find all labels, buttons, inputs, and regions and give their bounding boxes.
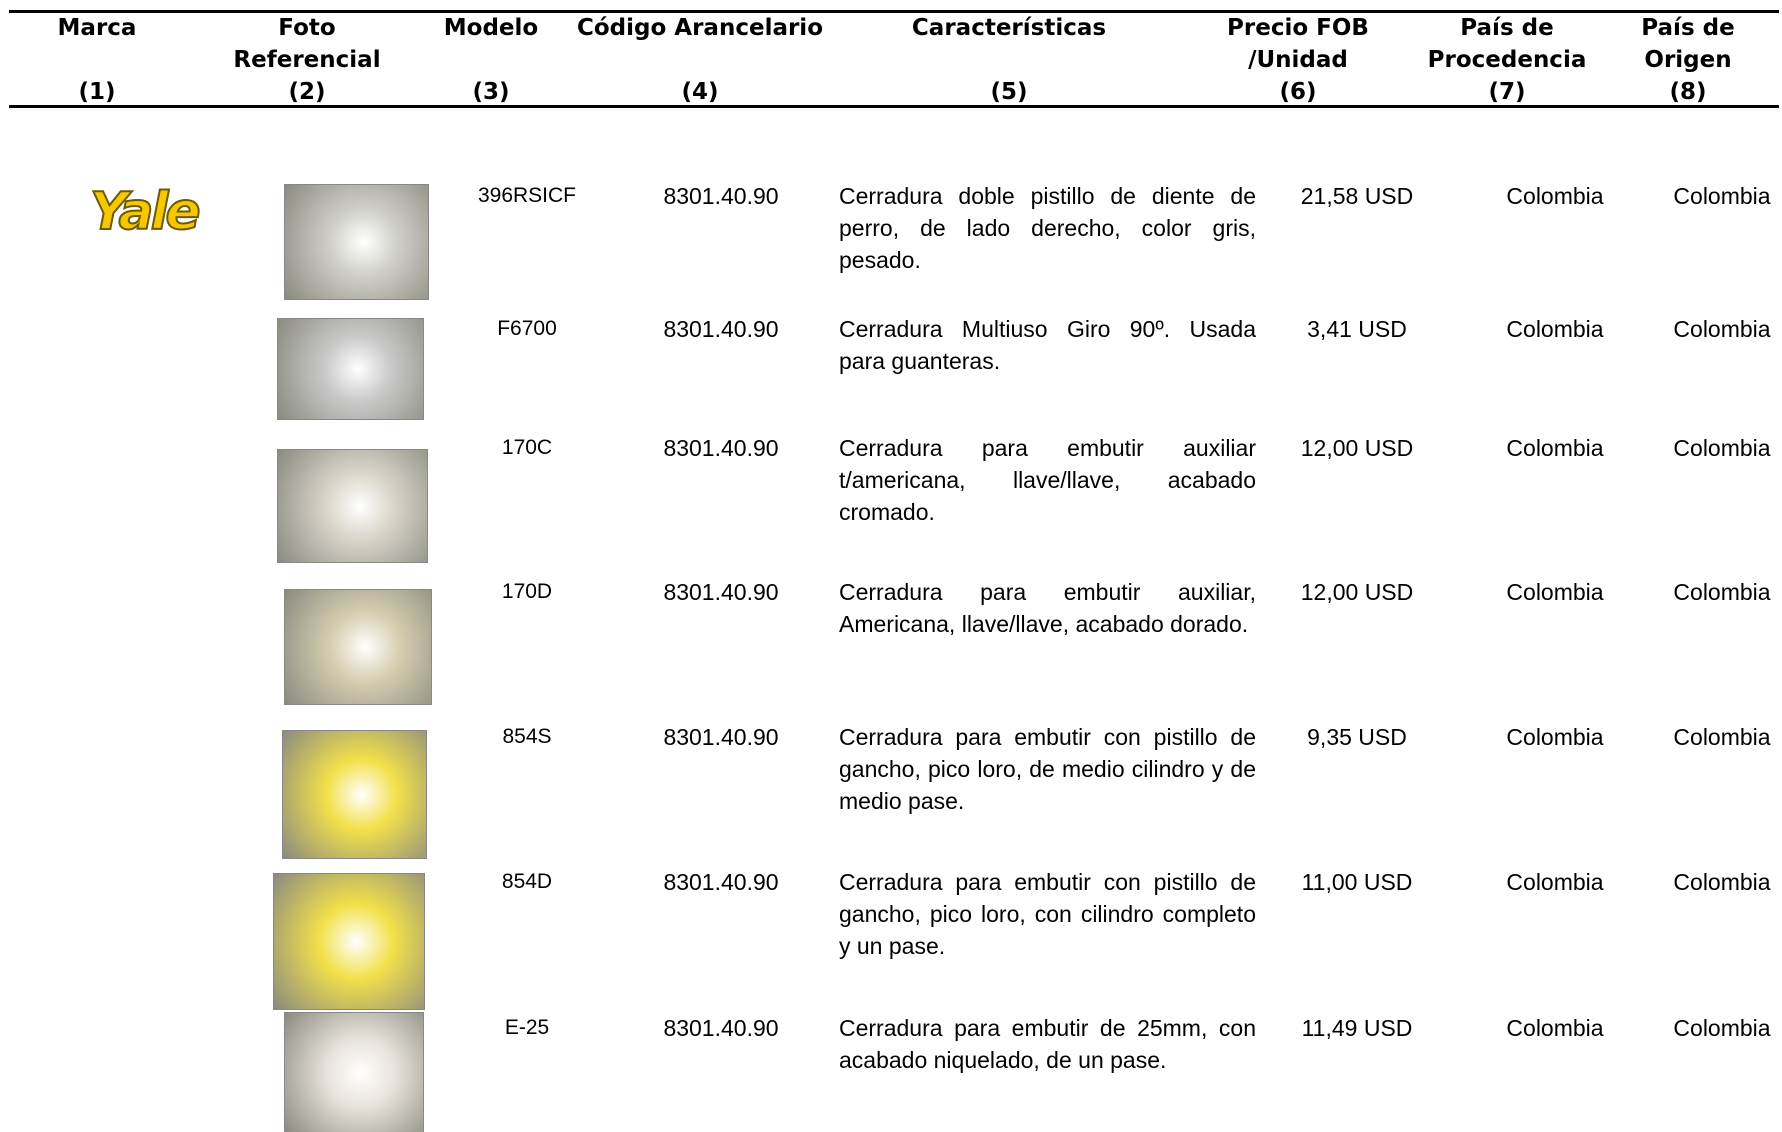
column-number: (8) [1669,79,1707,105]
model: 396RSICF [477,184,577,207]
description: Cerradura para embutir con pistillo de g… [839,869,1256,959]
tariff-code: 8301.40.90 [663,579,779,605]
price: 12,00 USD [1300,579,1414,605]
column-header: País de [1641,15,1735,41]
country-procedencia: Colombia [1506,724,1604,750]
model: 854S [502,725,552,748]
column-number: (4) [681,79,719,105]
description: Cerradura doble pistillo de diente de pe… [839,183,1256,273]
country-procedencia: Colombia [1506,435,1604,461]
column-header: Código Arancelario [576,15,824,41]
tariff-code: 8301.40.90 [663,316,779,342]
column-header: Precio FOB [1227,15,1369,41]
country-origen: Colombia [1673,1015,1771,1041]
model: E-25 [504,1016,550,1039]
column-header: Procedencia [1427,47,1587,73]
price: 21,58 USD [1300,183,1414,209]
country-procedencia: Colombia [1506,579,1604,605]
price: 12,00 USD [1300,435,1414,461]
column-header: Referencial [233,47,381,73]
product-photo [282,730,427,859]
tariff-code: 8301.40.90 [663,724,779,750]
column-header: Modelo [443,15,539,41]
price: 11,00 USD [1301,869,1413,895]
tariff-code: 8301.40.90 [663,869,779,895]
product-photo [284,589,432,705]
country-procedencia: Colombia [1506,183,1604,209]
brand-logo: Yale [89,181,202,243]
tariff-code: 8301.40.90 [663,183,779,209]
country-procedencia: Colombia [1506,316,1604,342]
column-header: Origen [1644,47,1732,73]
header-rule [9,105,1779,108]
country-origen: Colombia [1673,579,1771,605]
price: 9,35 USD [1307,724,1407,750]
tariff-code: 8301.40.90 [663,1015,779,1041]
price: 11,49 USD [1301,1015,1413,1041]
description: Cerradura para embutir auxiliar t/americ… [839,435,1256,525]
model: 854D [501,870,553,893]
product-photo [284,184,429,300]
tariff-code: 8301.40.90 [663,435,779,461]
column-header: /Unidad [1248,47,1348,73]
product-photo [277,318,424,420]
country-procedencia: Colombia [1506,1015,1604,1041]
product-photo [284,1012,424,1132]
model: 170C [501,436,553,459]
product-photo [273,873,425,1010]
description: Cerradura para embutir auxiliar, America… [839,579,1256,637]
top-rule [9,10,1779,13]
model: 170D [501,580,553,603]
country-origen: Colombia [1673,316,1771,342]
column-number: (3) [472,79,510,105]
column-header: Características [911,15,1107,41]
column-header: Foto [278,15,336,41]
model: F6700 [497,317,557,340]
column-number: (6) [1279,79,1317,105]
description: Cerradura Multiuso Giro 90º. Usada para … [839,316,1256,374]
column-number: (7) [1488,79,1526,105]
country-origen: Colombia [1673,183,1771,209]
description: Cerradura para embutir con pistillo de g… [839,724,1256,814]
column-number: (5) [990,79,1028,105]
country-origen: Colombia [1673,724,1771,750]
description: Cerradura para embutir de 25mm, con acab… [839,1015,1256,1073]
price: 3,41 USD [1307,316,1407,342]
column-number: (2) [288,79,326,105]
column-header: País de [1460,15,1554,41]
country-origen: Colombia [1673,869,1771,895]
column-header: Marca [57,15,137,41]
country-origen: Colombia [1673,435,1771,461]
product-photo [277,449,428,563]
country-procedencia: Colombia [1506,869,1604,895]
column-number: (1) [78,79,116,105]
